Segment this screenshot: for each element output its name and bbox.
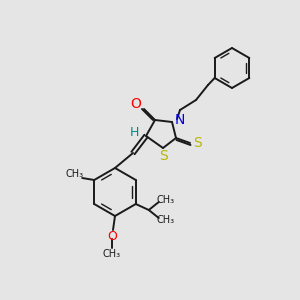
Text: N: N [175, 113, 185, 127]
Text: CH₃: CH₃ [103, 249, 121, 259]
Text: O: O [107, 230, 117, 242]
Text: H: H [129, 125, 139, 139]
Text: O: O [130, 97, 141, 111]
Text: S: S [193, 136, 201, 150]
Text: CH₃: CH₃ [157, 195, 175, 205]
Text: CH₃: CH₃ [157, 215, 175, 225]
Text: CH₃: CH₃ [65, 169, 83, 179]
Text: S: S [160, 149, 168, 163]
